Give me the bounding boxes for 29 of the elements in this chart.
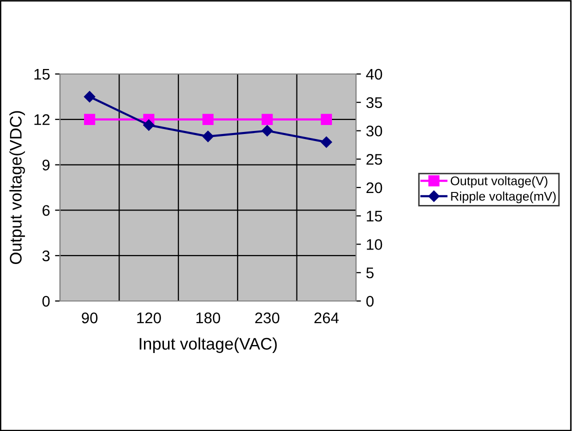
y2-tick-label: 10: [366, 239, 382, 250]
x-tick-label: 180: [196, 312, 220, 324]
x-tick-label: 120: [137, 312, 161, 324]
y-axis-title: Output voltage(VDC): [9, 111, 25, 264]
y2-tick-label: 5: [366, 268, 374, 278]
point: [84, 91, 96, 102]
x-axis-title: Input voltage(VAC): [140, 337, 277, 353]
y2-tick-label: 20: [366, 182, 382, 194]
y2-tick-label: 15: [366, 210, 382, 222]
y-tick-label: 15: [34, 69, 50, 80]
y-tick-label: 12: [34, 114, 50, 125]
y2-tick-label: 25: [366, 154, 382, 165]
y-tick-label: 6: [42, 205, 50, 216]
y-tick-label: 3: [42, 250, 50, 262]
y2-tick-label: 35: [366, 97, 382, 108]
point: [143, 119, 154, 131]
y2-tick-label: 30: [366, 126, 382, 136]
x-tick-label: 264: [314, 312, 339, 324]
point: [202, 130, 214, 142]
x-tick-label: 230: [255, 312, 280, 324]
y-tick-label: 0: [42, 296, 50, 307]
legend-label: Ripple voltage(mV): [451, 192, 556, 204]
point: [262, 125, 273, 136]
point: [320, 136, 332, 148]
y2-tick-label: 40: [366, 68, 382, 80]
y2-tick-label: 0: [366, 296, 374, 307]
legend-label: Output voltage(V): [450, 176, 548, 188]
y-tick-label: 9: [42, 160, 50, 170]
x-tick-label: 90: [82, 312, 98, 324]
